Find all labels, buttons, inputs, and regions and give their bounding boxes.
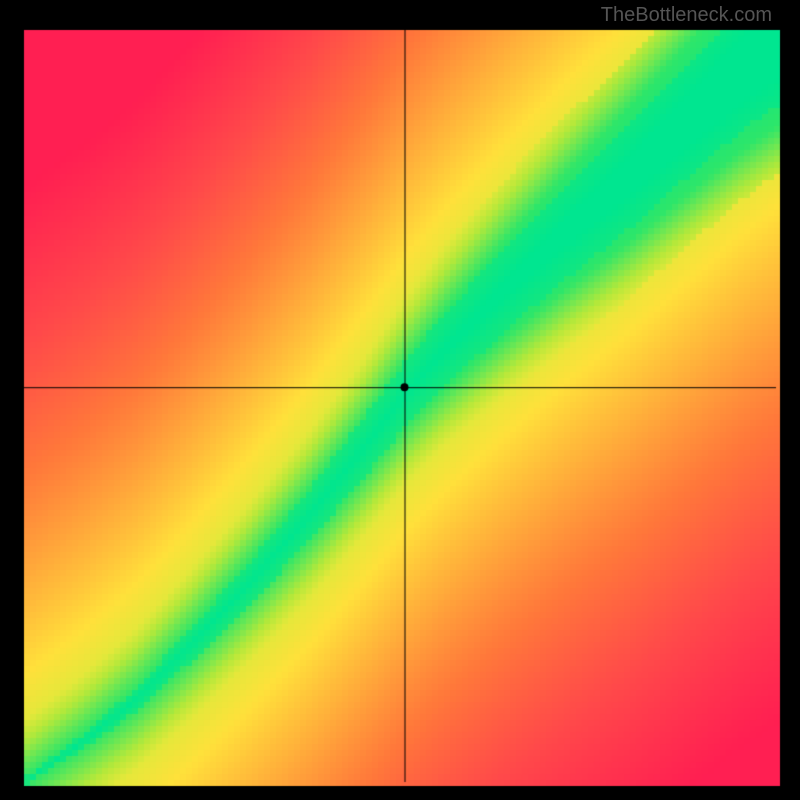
bottleneck-heatmap bbox=[0, 0, 800, 800]
watermark-text: TheBottleneck.com bbox=[601, 4, 772, 27]
